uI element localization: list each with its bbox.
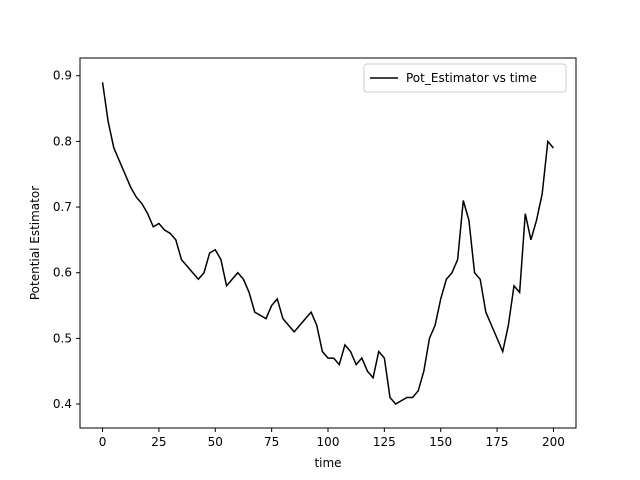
x-tick-label: 200 xyxy=(542,435,565,449)
x-tick-label: 150 xyxy=(429,435,452,449)
y-tick-label: 0.7 xyxy=(53,200,72,214)
y-tick-label: 0.8 xyxy=(53,134,72,148)
x-tick-label: 100 xyxy=(317,435,340,449)
y-axis-label: Potential Estimator xyxy=(28,186,42,300)
y-tick-label: 0.4 xyxy=(53,397,72,411)
x-tick-label: 25 xyxy=(151,435,166,449)
x-tick-label: 125 xyxy=(373,435,396,449)
x-axis-label: time xyxy=(314,456,341,470)
legend-label: Pot_Estimator vs time xyxy=(406,71,537,85)
x-tick-label: 0 xyxy=(99,435,107,449)
x-tick-label: 50 xyxy=(208,435,223,449)
x-tick-label: 75 xyxy=(264,435,279,449)
y-tick-label: 0.5 xyxy=(53,331,72,345)
y-tick-label: 0.9 xyxy=(53,69,72,83)
x-tick-label: 175 xyxy=(486,435,509,449)
legend-box xyxy=(363,63,567,93)
line xyxy=(101,82,555,405)
y-tick-label: 0.6 xyxy=(53,266,72,280)
plot-frame xyxy=(79,57,577,429)
